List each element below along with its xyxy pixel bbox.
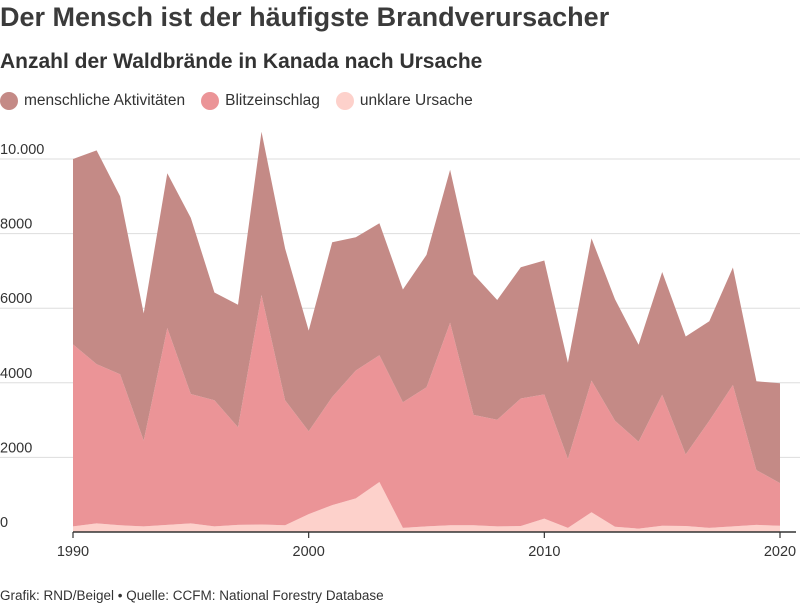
stacked-areas (73, 131, 780, 532)
area-series-blitz (73, 295, 780, 529)
legend-swatch-unklar (335, 92, 354, 110)
chart-legend: menschliche Aktivitäten Blitzeinschlag u… (0, 92, 489, 110)
legend-swatch-menschlich (0, 92, 18, 110)
y-tick-label: 2000 (0, 440, 32, 456)
legend-item-menschlich: menschliche Aktivitäten (0, 92, 185, 110)
x-tick-label: 2010 (528, 544, 560, 560)
y-tick-label: 6000 (0, 291, 32, 307)
area-series-menschlich (73, 131, 780, 484)
x-tick-label: 2000 (293, 544, 325, 560)
axes: 0 2000 4000 6000 8000 10.000 1990 2000 2010 2020 (0, 142, 796, 560)
y-tick-label: 4000 (0, 366, 32, 382)
y-tick-label: 8000 (0, 217, 32, 233)
x-tick-label: 2020 (764, 544, 796, 560)
source-footer: Grafik: RND/Beigel • Quelle: CCFM: Natio… (0, 588, 384, 603)
chart-title: Der Mensch ist der häufigste Brandverurs… (0, 2, 610, 32)
chart-subtitle: Anzahl der Waldbrände in Kanada nach Urs… (0, 50, 483, 73)
legend-item-blitz: Blitzeinschlag (201, 92, 320, 110)
legend-swatch-blitz (201, 92, 220, 110)
legend-label-blitz: Blitzeinschlag (225, 92, 320, 109)
y-tick-label: 10.000 (0, 142, 44, 158)
area-chart: 0 2000 4000 6000 8000 10.000 1990 2000 2010 2020 (0, 131, 800, 560)
legend-label-unklar: unklare Ursache (359, 92, 473, 109)
x-tick-label: 1990 (57, 544, 89, 560)
legend-item-unklar: unklare Ursache (335, 92, 473, 110)
legend-label-menschlich: menschliche Aktivitäten (24, 92, 186, 109)
y-tick-label: 0 (0, 515, 8, 531)
